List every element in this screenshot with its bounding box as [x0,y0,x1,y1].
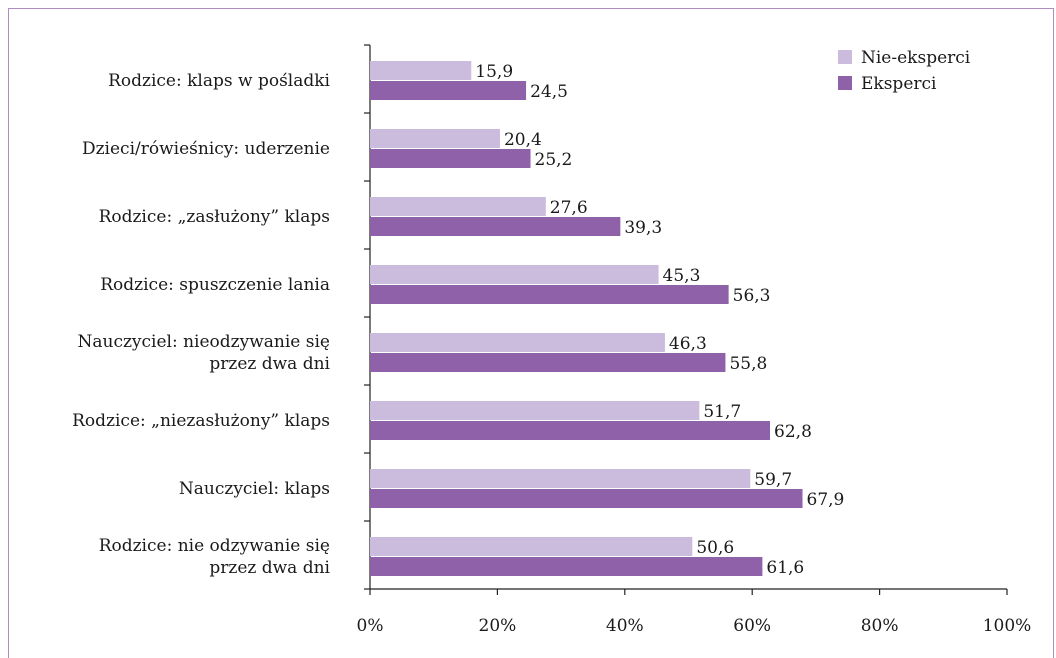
category-label: Rodzice: klaps w pośladki [108,71,330,91]
data-label: 45,3 [663,266,701,286]
data-label: 27,6 [550,198,588,218]
bar-nie-eksperci [370,61,472,80]
bar-eksperci [370,81,527,100]
bar-nie-eksperci [370,537,693,556]
x-tick-label: 40% [606,616,644,636]
chart-frame [8,8,1054,658]
category-label: Dzieci/rówieśnicy: uderzenie [82,139,330,159]
x-tick-label: 60% [733,616,771,636]
bar-eksperci [370,557,763,576]
category-label: przez dwa dni [209,354,330,374]
bar-nie-eksperci [370,401,700,420]
bar-eksperci [370,421,771,440]
bar-nie-eksperci [370,197,546,216]
data-label: 67,9 [807,490,845,510]
x-tick-label: 20% [479,616,517,636]
bar-nie-eksperci [370,265,659,284]
data-label: 39,3 [624,218,662,238]
data-label: 25,2 [535,150,573,170]
x-tick-label: 80% [861,616,899,636]
data-label: 55,8 [729,354,767,374]
bar-nie-eksperci [370,469,751,488]
data-label: 59,7 [754,470,792,490]
legend-swatch [838,50,852,64]
bar-eksperci [370,353,726,372]
data-label: 51,7 [703,402,741,422]
x-tick-label: 0% [357,616,384,636]
legend-swatch [838,76,852,90]
bar-eksperci [370,285,729,304]
data-label: 61,6 [766,558,804,578]
legend-label: Eksperci [861,74,937,94]
data-label: 24,5 [530,82,568,102]
category-label: Rodzice: spuszczenie lania [100,275,330,295]
data-label: 15,9 [475,62,513,82]
category-label: Rodzice: „niezasłużony” klaps [72,411,330,431]
category-label: Rodzice: „zasłużony” klaps [99,207,330,227]
bar-eksperci [370,489,803,508]
data-label: 56,3 [733,286,771,306]
category-label: przez dwa dni [209,558,330,578]
bar-nie-eksperci [370,129,500,148]
x-tick-label: 100% [983,616,1032,636]
data-label: 50,6 [696,538,734,558]
category-label: Rodzice: nie odzywanie się [99,536,330,556]
data-label: 46,3 [669,334,707,354]
data-label: 62,8 [774,422,812,442]
category-label: Nauczyciel: nieodzywanie się [77,332,330,352]
bar-eksperci [370,149,531,168]
legend-label: Nie-eksperci [861,48,971,68]
bar-eksperci [370,217,621,236]
data-label: 20,4 [504,130,542,150]
bar-nie-eksperci [370,333,665,352]
category-label: Nauczyciel: klaps [179,479,330,499]
